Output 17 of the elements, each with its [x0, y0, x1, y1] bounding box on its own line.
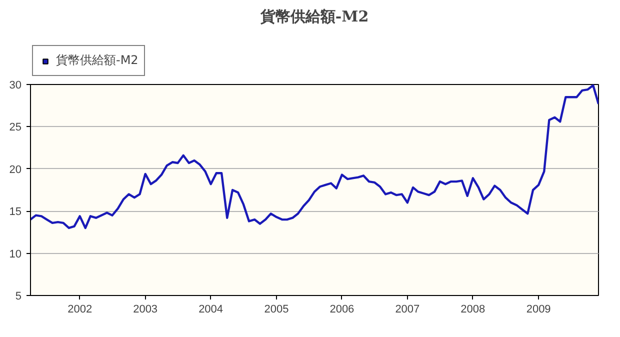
line-series: [30, 84, 598, 230]
x-tick-label: 2003: [133, 304, 158, 316]
x-tick-label: 2009: [526, 304, 551, 316]
y-tick-label: 15: [9, 206, 22, 218]
chart-title: 貨幣供給額-M2: [259, 8, 369, 26]
legend-label: 貨幣供給額-M2: [56, 52, 138, 69]
x-tick-label: 2007: [395, 304, 420, 316]
y-tick-label: 10: [9, 248, 22, 260]
x-tick-label: 2008: [460, 304, 486, 316]
y-tick-label: 25: [9, 122, 22, 134]
x-tick-label: 2002: [68, 304, 92, 316]
y-tick-label: 30: [9, 80, 22, 92]
x-tick-label: 2006: [330, 304, 354, 316]
x-tick-label: 2005: [264, 304, 289, 316]
y-tick-label: 20: [9, 164, 22, 176]
x-tick-label: 2004: [198, 304, 224, 316]
y-tick-label: 5: [15, 290, 22, 302]
